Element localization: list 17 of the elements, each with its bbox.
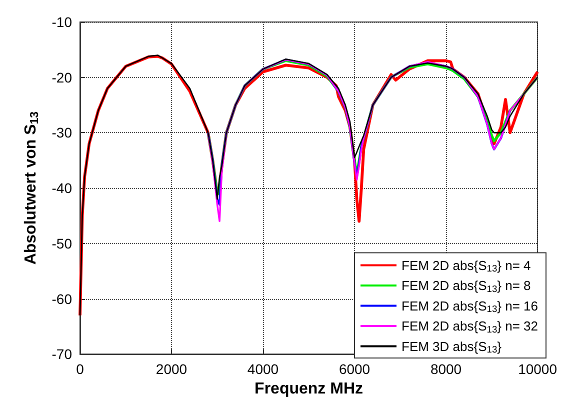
y-tick-label: -70 [52, 346, 72, 362]
x-tick-label: 10000 [518, 361, 558, 378]
y-tick-label: -30 [52, 124, 72, 141]
y-tick-label: -20 [52, 69, 72, 86]
x-tick-label: 2000 [156, 361, 188, 378]
y-tick-label: -40 [52, 180, 72, 196]
x-axis-title: Frequenz MHz [254, 380, 363, 398]
x-tick-label: 6000 [338, 361, 370, 378]
line-series [207, 58, 512, 206]
y-tick-label: -60 [52, 290, 72, 307]
x-tick-label: 4000 [247, 361, 279, 378]
line-series [207, 58, 538, 222]
x-tick-label: 8000 [430, 361, 462, 378]
y-tick-label: -50 [52, 235, 72, 252]
y-axis-title: Absolutwert von S13 [22, 111, 41, 265]
x-tick-label: 0 [76, 361, 84, 378]
y-tick-label: -10 [52, 14, 72, 30]
